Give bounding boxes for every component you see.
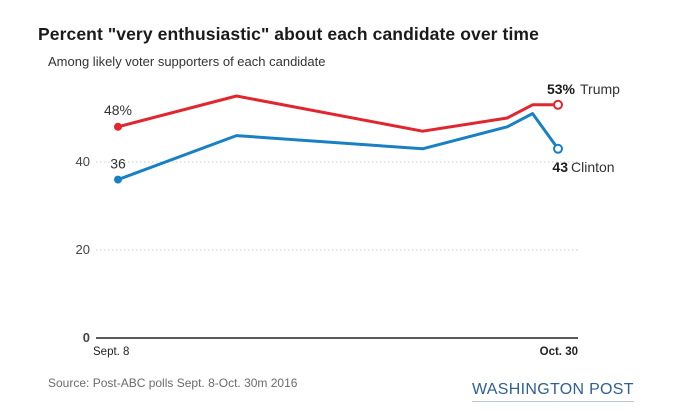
clinton-end-value-label: 43 <box>552 159 568 175</box>
trump-end-point <box>553 99 563 110</box>
credit-logo: WASHINGTON POST <box>472 381 634 402</box>
y-tick-label-40: 40 <box>76 154 90 169</box>
x-tick-label-end: Oct. 30 <box>540 346 578 358</box>
y-tick-label-20: 20 <box>76 242 90 257</box>
clinton-end-name-label: Clinton <box>571 159 615 175</box>
clinton-start-label: 36 <box>110 156 126 172</box>
x-tick-label-start: Sept. 8 <box>93 346 129 358</box>
chart-subtitle: Among likely voter supporters of each ca… <box>48 54 326 69</box>
trump-start-label: 48% <box>104 102 132 118</box>
clinton-end-point <box>553 143 563 154</box>
trump-end-value-label: 53% <box>547 81 576 97</box>
chart-title: Percent "very enthusiastic" about each c… <box>38 24 539 44</box>
trump-end-name-label: Trump <box>580 81 620 97</box>
source-note: Source: Post-ABC polls Sept. 8-Oct. 30m … <box>48 376 298 390</box>
trump-series-line <box>116 94 560 133</box>
clinton-start-point <box>114 175 122 184</box>
trump-start-point <box>114 122 122 131</box>
y-tick-label-0: 0 <box>83 330 90 345</box>
clinton-series-line <box>116 112 560 182</box>
